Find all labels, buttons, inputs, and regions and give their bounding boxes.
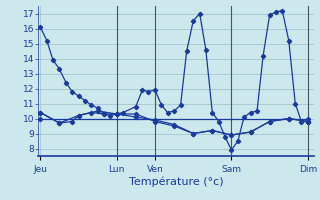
- X-axis label: Température (°c): Température (°c): [129, 177, 223, 187]
